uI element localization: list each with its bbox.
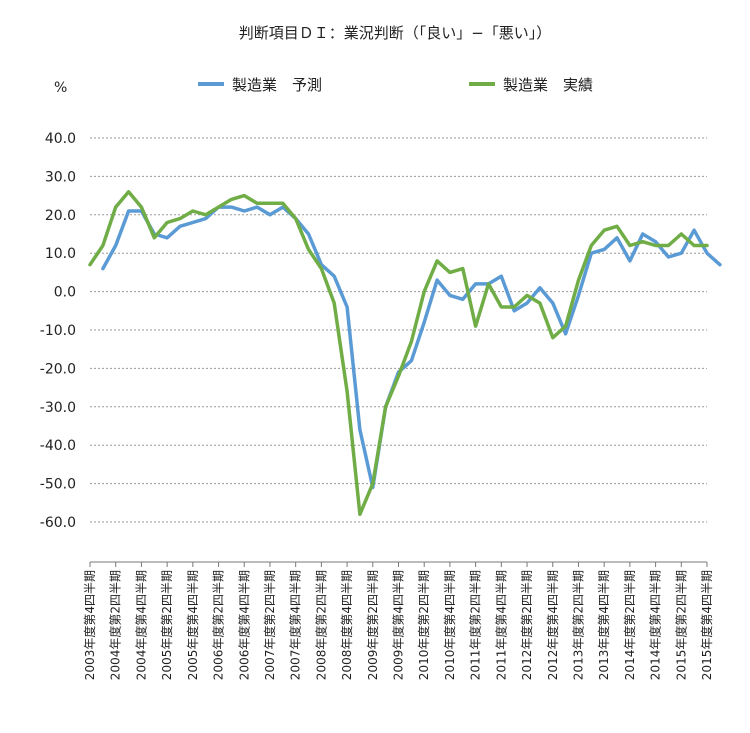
- y-tick-label: -30.0: [40, 400, 76, 416]
- x-tick-label: 2008年度第4四半期: [339, 570, 354, 680]
- x-tick-label: 2010年度第2四半期: [416, 570, 431, 680]
- x-tick-label: 2004年度第2四半期: [108, 570, 123, 680]
- x-tick-label: 2007年度第2四半期: [262, 570, 277, 680]
- y-tick-label: 40.0: [45, 131, 76, 147]
- y-tick-label: -20.0: [40, 361, 76, 377]
- chart-title: 判断項目ＤＩ：業況判断（「良い」−「悪い」）: [239, 24, 552, 42]
- x-tick-label: 2011年度第4四半期: [493, 570, 508, 680]
- gridlines: [90, 137, 707, 523]
- x-tick-label: 2009年度第2四半期: [365, 570, 380, 680]
- x-tick-label: 2005年度第4四半期: [185, 570, 200, 680]
- y-tick-label: -10.0: [40, 323, 76, 339]
- x-axis: [89, 561, 708, 567]
- x-tick-label: 2013年度第2四半期: [570, 570, 585, 680]
- x-tick-label: 2008年度第2四半期: [313, 570, 328, 680]
- x-tick-label: 2014年度第2四半期: [622, 570, 637, 680]
- legend-label-actual: 製造業 実績: [503, 76, 593, 94]
- x-axis-ticks: 2003年度第4四半期 2004年度第2四半期 2004年度第4四半期 2005年度第…: [82, 570, 714, 680]
- series-line-actual: [88, 190, 709, 517]
- x-tick-label: 2009年度第4四半期: [391, 570, 406, 680]
- series-line-forecast: [101, 205, 722, 490]
- y-axis-unit: %: [54, 80, 67, 96]
- x-tick-label: 2014年度第4四半期: [648, 570, 663, 680]
- y-tick-label: 10.0: [45, 246, 76, 262]
- y-tick-label: -50.0: [40, 477, 76, 493]
- x-tick-label: 2006年度第2四半期: [211, 570, 226, 680]
- x-tick-label: 2012年度第4四半期: [545, 570, 560, 680]
- x-tick-label: 2012年度第2四半期: [519, 570, 534, 680]
- x-tick-label: 2015年度第2四半期: [673, 570, 688, 680]
- x-tick-label: 2005年度第2四半期: [159, 570, 174, 680]
- y-tick-label: 20.0: [45, 208, 76, 224]
- series-lines: [88, 190, 722, 517]
- x-tick-label: 2004年度第4四半期: [133, 570, 148, 680]
- y-tick-label: 30.0: [45, 169, 76, 185]
- x-tick-label: 2013年度第4四半期: [596, 570, 611, 680]
- y-tick-label: -40.0: [40, 438, 76, 454]
- x-tick-label: 2003年度第4四半期: [82, 570, 97, 680]
- x-tick-label: 2015年度第4四半期: [699, 570, 714, 680]
- x-tick-label: 2010年度第4四半期: [442, 570, 457, 680]
- legend: 製造業 予測 製造業 実績: [198, 76, 593, 94]
- x-tick-label: 2011年度第2四半期: [468, 570, 483, 680]
- y-tick-label: 0.0: [54, 285, 76, 301]
- x-tick-label: 2007年度第4四半期: [288, 570, 303, 680]
- y-axis-ticks: 40.0 30.0 20.0 10.0 0.0 -10.0 -20.0 -30.0 -40.0 -…: [40, 131, 76, 531]
- y-tick-label: -60.0: [40, 515, 76, 531]
- legend-label-forecast: 製造業 予測: [232, 76, 322, 94]
- x-tick-label: 2006年度第4四半期: [236, 570, 251, 680]
